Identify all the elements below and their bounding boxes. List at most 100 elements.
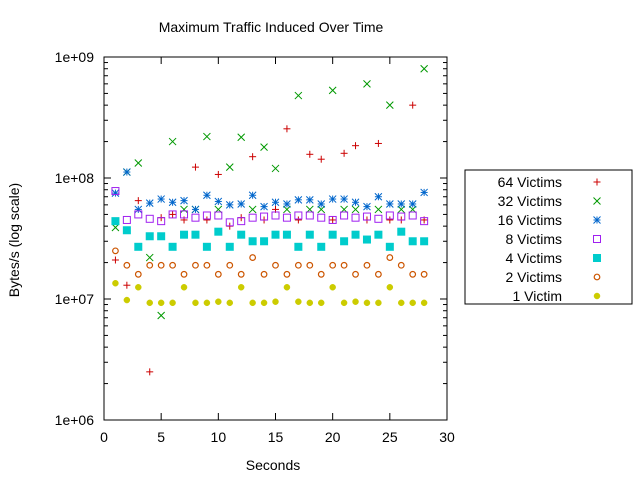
data-point: [214, 270, 222, 278]
data-point: [351, 230, 360, 239]
data-point: [398, 299, 405, 307]
data-point: [385, 101, 394, 110]
data-point: [374, 192, 383, 201]
data-point: [408, 211, 417, 220]
x-tick-label: 15: [268, 429, 284, 445]
data-point: [191, 205, 200, 214]
legend-marker: [593, 292, 601, 300]
y-axis-label: Bytes/s (log scale): [6, 183, 22, 297]
data-point: [272, 298, 279, 305]
x-tick-label: 10: [211, 429, 227, 445]
data-point: [317, 155, 325, 163]
data-point: [237, 133, 246, 142]
data-point: [363, 299, 371, 307]
data-point: [374, 214, 383, 223]
legend-label: 16 Victims: [498, 212, 562, 228]
legend-label: 4 Victims: [505, 250, 562, 266]
data-point: [203, 216, 211, 224]
data-point: [168, 242, 177, 251]
data-point: [180, 230, 189, 239]
data-point: [157, 217, 166, 226]
data-point: [145, 214, 154, 223]
data-point: [317, 200, 326, 208]
data-point: [352, 298, 359, 305]
data-point: [203, 191, 211, 200]
legend: 64 Victims 32 Victims 16 Victims 8 Victims 4…: [464, 169, 633, 305]
data-point: [408, 200, 417, 208]
data-point: [362, 235, 371, 244]
legend-marker: [593, 235, 601, 243]
data-point: [374, 139, 382, 147]
data-point: [328, 195, 337, 203]
data-point: [397, 205, 406, 214]
data-point: [363, 79, 371, 88]
data-point: [111, 256, 119, 264]
data-point: [123, 168, 131, 176]
data-point: [317, 242, 326, 251]
data-point: [305, 195, 314, 204]
data-point: [409, 270, 417, 278]
legend-marker: [593, 273, 601, 281]
data-point: [123, 281, 131, 289]
data-point: [248, 213, 257, 222]
data-point: [420, 64, 428, 73]
data-point: [374, 230, 383, 239]
data-point: [249, 299, 256, 307]
data-point: [283, 125, 291, 133]
data-point: [237, 270, 245, 278]
data-point: [111, 187, 120, 196]
data-point: [271, 164, 280, 173]
data-point: [340, 195, 348, 203]
data-point: [226, 299, 234, 307]
data-point: [169, 210, 177, 218]
data-point: [397, 261, 405, 269]
data-point: [294, 195, 303, 204]
x-tick-label: 0: [100, 429, 108, 445]
y-tick-label: 1e+08: [55, 170, 95, 186]
data-point: [215, 298, 222, 305]
data-point: [169, 299, 176, 307]
data-point: [374, 205, 383, 214]
data-point: [294, 211, 303, 220]
data-point: [352, 270, 359, 278]
data-point: [122, 226, 131, 235]
data-point: [214, 227, 223, 236]
chart-title: Maximum Traffic Induced Over Time: [159, 19, 384, 35]
data-point: [294, 91, 303, 100]
data-point: [328, 86, 337, 95]
data-point: [134, 242, 143, 251]
data-point: [168, 137, 177, 146]
data-point: [317, 270, 325, 278]
data-point: [112, 279, 119, 287]
data-point: [111, 223, 120, 232]
data-point: [294, 242, 303, 251]
data-point: [362, 212, 371, 221]
data-point: [180, 284, 188, 291]
data-point: [283, 200, 291, 208]
data-point: [202, 242, 211, 251]
data-point: [180, 210, 189, 219]
data-point: [340, 237, 349, 246]
legend-label: 2 Victims: [505, 269, 562, 285]
data-point: [409, 299, 416, 307]
x-axis-label: Seconds: [246, 457, 300, 473]
data-point: [329, 284, 336, 291]
data-points: [111, 64, 429, 376]
data-point: [111, 189, 120, 197]
data-point: [237, 200, 246, 208]
data-point: [328, 230, 337, 239]
data-point: [397, 212, 406, 221]
data-point: [351, 198, 360, 207]
data-point: [157, 311, 166, 320]
data-point: [237, 230, 246, 239]
data-point: [123, 261, 131, 269]
data-point: [180, 205, 188, 214]
data-point: [294, 216, 302, 224]
legend-box: [464, 169, 633, 305]
data-point: [225, 218, 234, 227]
y-tick-label: 1e+07: [55, 291, 95, 307]
data-point: [203, 132, 211, 141]
data-point: [192, 299, 199, 307]
data-point: [283, 284, 291, 291]
